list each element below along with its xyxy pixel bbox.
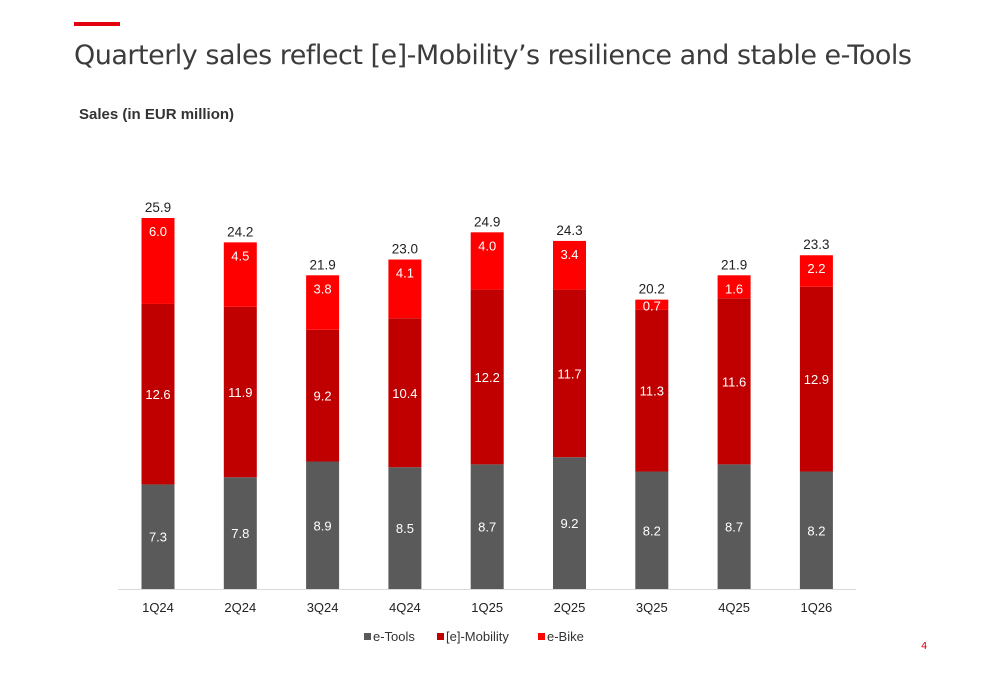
segment-value-label: 4.5	[231, 248, 249, 263]
segment-value-label: 11.9	[228, 385, 252, 400]
segment-value-label: 11.3	[640, 384, 664, 399]
segment-value-label: 4.1	[396, 266, 414, 281]
bar-segment-e-tools	[470, 464, 504, 589]
page-number: 4	[921, 641, 928, 652]
x-tick-label: 3Q24	[307, 600, 339, 615]
segment-value-label: 8.7	[478, 520, 496, 535]
bar-segment-e-mobility	[388, 318, 422, 468]
bar-segment-e-tools	[553, 457, 586, 589]
segment-value-label: 8.2	[807, 523, 825, 538]
segment-value-label: 3.4	[560, 247, 578, 262]
x-tick-label: 3Q25	[636, 600, 668, 615]
bar-segment-e-bike	[635, 299, 669, 310]
total-value-label: 23.0	[392, 242, 418, 257]
bars-layer	[118, 218, 856, 590]
total-value-label: 24.9	[474, 214, 500, 229]
bar-segment-e-tools	[141, 484, 175, 589]
total-value-label: 24.3	[556, 223, 582, 238]
bar-segment-e-mobility	[141, 303, 175, 485]
segment-value-label: 3.8	[314, 281, 332, 296]
bar-segment-e-mobility	[799, 286, 833, 472]
bar-segment-e-bike	[141, 218, 175, 304]
segment-value-label: 7.3	[149, 530, 167, 545]
bar-segment-e-tools	[717, 464, 751, 589]
bar-segment-e-tools	[635, 471, 669, 589]
bar-segment-e-bike	[223, 242, 257, 307]
segment-value-label: 2.2	[807, 261, 825, 276]
legend-swatch	[437, 633, 444, 640]
segment-value-label: 8.5	[396, 521, 414, 536]
bar-segment-e-mobility	[553, 289, 586, 458]
legend-label: e-Tools	[373, 629, 415, 644]
segment-value-label: 1.6	[725, 281, 743, 296]
segment-value-label: 6.0	[149, 224, 167, 239]
total-value-label: 25.9	[145, 200, 171, 215]
bar-segment-e-tools	[388, 467, 422, 589]
chart-subtitle: Sales (in EUR million)	[79, 106, 235, 123]
page-title: Quarterly sales reflect [e]-Mobility’s r…	[74, 40, 912, 71]
segment-value-label: 9.2	[314, 389, 332, 404]
legend-label: e-Bike	[547, 629, 584, 644]
total-value-label: 20.2	[639, 282, 665, 297]
title-accent-bar	[74, 22, 120, 26]
x-tick-label: 2Q24	[224, 600, 256, 615]
segment-value-label: 12.2	[475, 370, 500, 385]
x-tick-label: 4Q25	[718, 600, 750, 615]
segment-value-label: 10.4	[392, 386, 417, 401]
bar-segment-e-mobility	[223, 306, 257, 478]
labels-layer: 7.3 12.6 6.0 25.9 1Q24 7.8 11.9 4.5 24.2 2Q24 8.9 9…	[142, 200, 832, 615]
segment-value-label: 11.7	[557, 366, 581, 381]
x-tick-label: 1Q25	[471, 600, 503, 615]
segment-value-label: 8.9	[314, 518, 332, 533]
bar-segment-e-bike	[553, 240, 586, 290]
legend: e-Tools [e]-Mobility e-Bike	[364, 629, 584, 644]
x-tick-label: 1Q26	[800, 600, 832, 615]
segment-value-label: 8.7	[725, 520, 743, 535]
total-value-label: 24.2	[227, 224, 253, 239]
bar-segment-e-bike	[717, 275, 751, 299]
segment-value-label: 8.2	[643, 523, 661, 538]
x-tick-label: 4Q24	[389, 600, 421, 615]
legend-swatch	[538, 633, 545, 640]
legend-swatch	[364, 633, 371, 640]
bar-segment-e-tools	[306, 461, 340, 589]
bar-segment-e-mobility	[306, 329, 340, 462]
total-value-label: 21.9	[721, 257, 747, 272]
segment-value-label: 4.0	[478, 238, 496, 253]
bar-segment-e-tools	[223, 477, 257, 589]
bar-segment-e-mobility	[717, 298, 751, 465]
bar-segment-e-bike	[470, 232, 504, 290]
bar-segment-e-tools	[799, 471, 833, 589]
segment-value-label: 9.2	[560, 516, 578, 531]
segment-value-label: 0.7	[643, 299, 661, 314]
bar-segment-e-bike	[388, 259, 422, 319]
bar-segment-e-bike	[799, 255, 833, 287]
bar-segment-e-mobility	[635, 309, 669, 472]
segment-value-label: 11.6	[722, 374, 746, 389]
total-value-label: 21.9	[309, 257, 335, 272]
bar-segment-e-mobility	[470, 289, 504, 465]
legend-label: [e]-Mobility	[446, 629, 509, 644]
bar-segment-e-bike	[306, 275, 340, 330]
x-tick-label: 1Q24	[142, 600, 174, 615]
x-tick-label: 2Q25	[554, 600, 586, 615]
segment-value-label: 12.6	[145, 387, 170, 402]
segment-value-label: 12.9	[804, 372, 829, 387]
total-value-label: 23.3	[803, 237, 829, 252]
segment-value-label: 7.8	[231, 526, 249, 541]
